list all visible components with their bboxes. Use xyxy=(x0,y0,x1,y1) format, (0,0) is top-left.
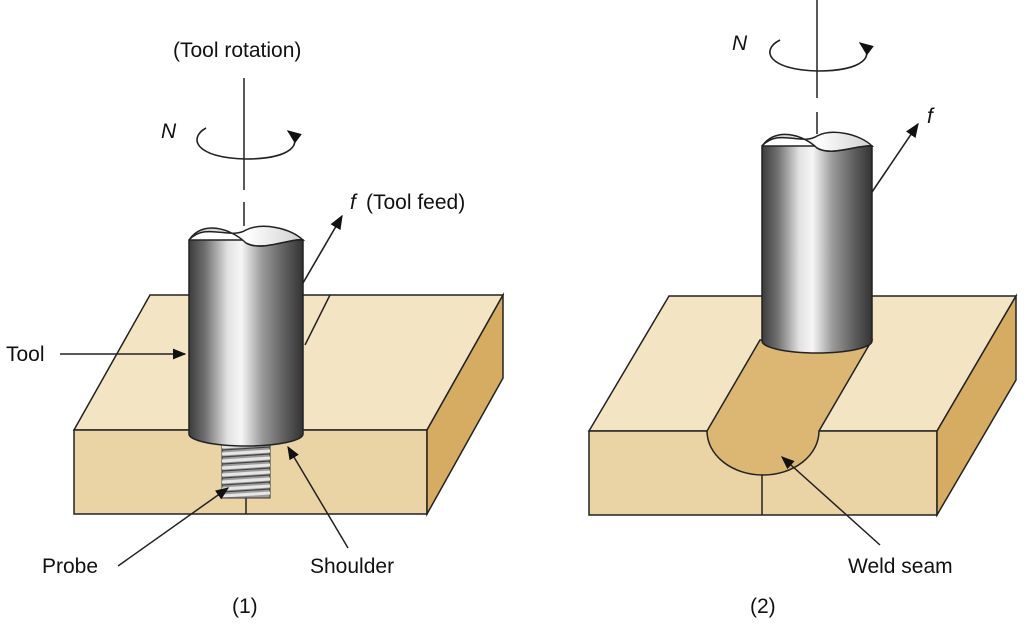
tool-rotation-label: (Tool rotation) xyxy=(173,39,302,62)
rotation-symbol-2: N xyxy=(732,32,748,55)
probe-leader xyxy=(117,487,230,567)
weld-seam-leader xyxy=(780,456,881,546)
weld-seam xyxy=(706,339,874,476)
panel-2-caption: (2) xyxy=(750,595,776,618)
probe-1 xyxy=(221,439,271,499)
rotation-arrow-1 xyxy=(196,127,302,160)
rotation-arrow-2 xyxy=(769,39,874,72)
joint-line-1-top xyxy=(304,294,331,346)
shoulder-leader xyxy=(287,445,349,549)
block-1-side xyxy=(426,292,504,517)
feed-arrow-2 xyxy=(871,122,919,193)
feed-symbol-1: f xyxy=(350,191,356,214)
panel-1-caption: (1) xyxy=(232,595,258,618)
tool-label: Tool xyxy=(6,343,45,366)
rotation-symbol-1: N xyxy=(161,120,177,143)
weld-seam-label: Weld seam xyxy=(848,555,953,578)
probe-label: Probe xyxy=(42,555,99,578)
feed-symbol-2: f xyxy=(927,105,933,128)
tool-feed-label: (Tool feed) xyxy=(366,191,466,214)
feed-arrow-1 xyxy=(302,214,343,284)
shoulder-label: Shoulder xyxy=(310,555,395,578)
block-2-side xyxy=(936,293,1017,518)
tool-2 xyxy=(761,131,875,354)
panel-2 xyxy=(587,0,1018,546)
tool-1 xyxy=(188,225,306,447)
panel-1 xyxy=(60,78,505,567)
